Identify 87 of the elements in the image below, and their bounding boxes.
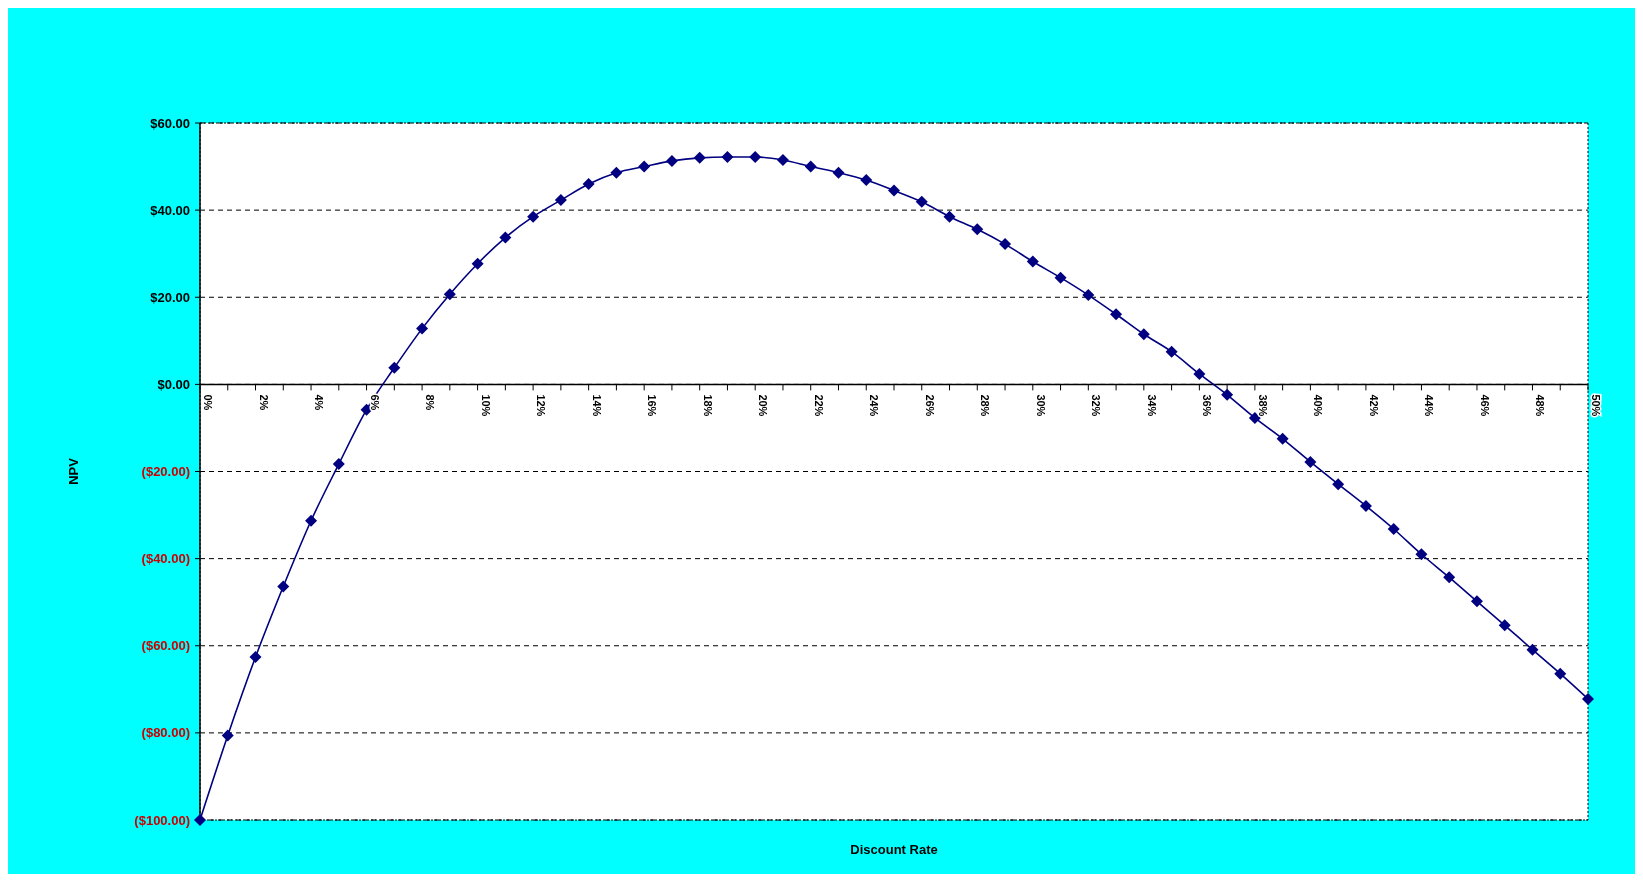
x-tick-label: 40% — [1312, 394, 1325, 417]
y-tick-label: $0.00 — [157, 376, 190, 392]
x-tick-label: 50% — [1590, 394, 1602, 417]
point — [1110, 308, 1123, 321]
y-tick-label: ($100.00) — [134, 812, 190, 828]
point — [1582, 692, 1594, 705]
point — [776, 154, 789, 167]
x-tick-label: 10% — [479, 394, 492, 417]
y-tick-label: ($20.00) — [141, 464, 190, 480]
x-tick-label: 38% — [1256, 394, 1269, 417]
point — [416, 322, 429, 335]
point — [1082, 289, 1095, 302]
y-tick-label: $40.00 — [150, 202, 190, 218]
x-tick-label: 44% — [1423, 394, 1436, 417]
x-tick-label: 0% — [202, 394, 214, 411]
x-tick-label: 26% — [923, 394, 936, 417]
point — [1026, 255, 1039, 268]
x-tick-label: 2% — [257, 394, 270, 411]
point — [1470, 595, 1483, 608]
x-tick-label: 36% — [1201, 394, 1214, 417]
point — [277, 580, 290, 593]
point — [888, 184, 900, 197]
y-tick-label: $20.00 — [150, 289, 190, 305]
x-tick-label: 14% — [590, 394, 603, 417]
y-tick-label: ($60.00) — [141, 638, 190, 654]
x-axis-title: Discount Rate — [850, 842, 938, 857]
point — [999, 238, 1012, 251]
point — [249, 651, 262, 664]
x-tick-label: 28% — [979, 394, 992, 417]
point — [443, 288, 456, 301]
x-tick-label: 8% — [424, 394, 437, 411]
point — [943, 210, 956, 223]
point — [1498, 619, 1511, 632]
point — [332, 458, 345, 471]
point — [749, 150, 762, 163]
point — [860, 174, 873, 187]
x-tick-label: 6% — [368, 394, 381, 411]
point — [1387, 523, 1400, 535]
point — [1415, 548, 1428, 561]
x-tick-label: 46% — [1478, 394, 1491, 417]
x-tick-label: 22% — [812, 394, 825, 417]
point — [1193, 367, 1206, 380]
point — [1137, 328, 1150, 341]
y-tick-label: $60.00 — [150, 115, 190, 131]
point — [610, 166, 623, 179]
point — [693, 151, 706, 164]
y-tick-label: ($80.00) — [141, 725, 190, 741]
point — [1359, 499, 1372, 512]
x-tick-label: 24% — [868, 394, 881, 417]
point — [1554, 667, 1567, 680]
point — [1165, 345, 1178, 358]
point — [194, 814, 206, 826]
point — [221, 729, 234, 742]
point — [527, 210, 540, 223]
x-tick-label: 4% — [313, 394, 326, 411]
point — [305, 514, 318, 527]
point — [638, 160, 651, 173]
point — [915, 195, 928, 208]
x-tick-label: 20% — [757, 394, 770, 417]
point — [721, 150, 734, 163]
point — [554, 194, 567, 207]
point — [582, 177, 595, 190]
x-tick-label: 18% — [701, 394, 714, 417]
point — [1221, 388, 1234, 401]
point — [665, 154, 678, 167]
x-tick-label: 30% — [1034, 394, 1047, 417]
point — [1443, 571, 1456, 584]
x-tick-label: 16% — [646, 394, 659, 417]
x-tick-label: 12% — [535, 394, 548, 417]
point — [1304, 455, 1317, 468]
point — [971, 223, 984, 236]
point — [471, 257, 484, 270]
point — [1276, 432, 1289, 445]
point — [499, 231, 512, 244]
point — [804, 160, 817, 173]
y-axis-title: NPV — [66, 457, 81, 485]
y-tick-label: ($40.00) — [141, 551, 190, 567]
x-tick-label: 42% — [1367, 394, 1380, 417]
point — [388, 361, 401, 374]
point — [1248, 411, 1261, 424]
x-tick-label: 48% — [1534, 394, 1547, 417]
point — [1526, 643, 1539, 656]
point — [1054, 271, 1067, 284]
point — [1332, 478, 1345, 491]
point — [832, 166, 845, 179]
x-tick-label: 34% — [1145, 394, 1158, 417]
x-tick-label: 32% — [1090, 394, 1103, 417]
